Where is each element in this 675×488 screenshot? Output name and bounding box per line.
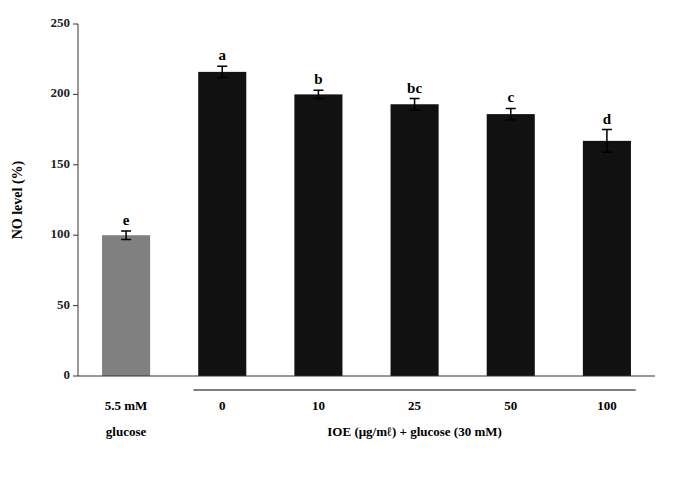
category-label: 0 (219, 398, 226, 413)
tick-mark (73, 376, 78, 377)
tick-label: 50 (57, 297, 70, 312)
annotation: c (507, 89, 514, 105)
error-bar (313, 90, 323, 98)
category-label: 25 (408, 398, 422, 413)
bar (294, 94, 342, 376)
annotation: a (219, 47, 227, 63)
tick-mark (73, 164, 78, 165)
error-bar (506, 108, 516, 119)
tick-label: 150 (51, 156, 71, 171)
category-label: 5.5 mMglucose (105, 398, 148, 439)
tick-mark (73, 94, 78, 95)
annotation: b (314, 71, 322, 87)
tick-label: 200 (51, 85, 71, 100)
tick-label: 250 (51, 15, 71, 30)
tick-mark (73, 235, 78, 236)
bar (391, 104, 439, 376)
tick-label: 0 (64, 367, 71, 382)
axis-label: IOE (μg/mℓ) + glucose (30 mM) (327, 424, 502, 439)
tick-mark (73, 24, 78, 25)
error-bar (602, 130, 612, 153)
chart: 050100150200250eabbccdNO level (%)5.5 mM… (0, 0, 675, 488)
bar (102, 235, 150, 376)
annotation: e (123, 212, 130, 228)
bar (198, 72, 246, 376)
tick-label: 100 (51, 226, 71, 241)
group-line (193, 389, 635, 390)
axis-label: NO level (%) (10, 160, 26, 239)
bars (102, 66, 631, 376)
error-bar (121, 231, 131, 239)
x-axis (78, 376, 655, 377)
category-label: 10 (312, 398, 325, 413)
category-label: 50 (504, 398, 517, 413)
category-label: 100 (597, 398, 617, 413)
error-bar (410, 99, 420, 110)
annotation: bc (407, 80, 422, 96)
error-bar (217, 66, 227, 77)
bar (583, 141, 631, 376)
tick-mark (73, 305, 78, 306)
y-axis (78, 24, 79, 376)
bar (487, 114, 535, 376)
annotation: d (603, 111, 612, 127)
